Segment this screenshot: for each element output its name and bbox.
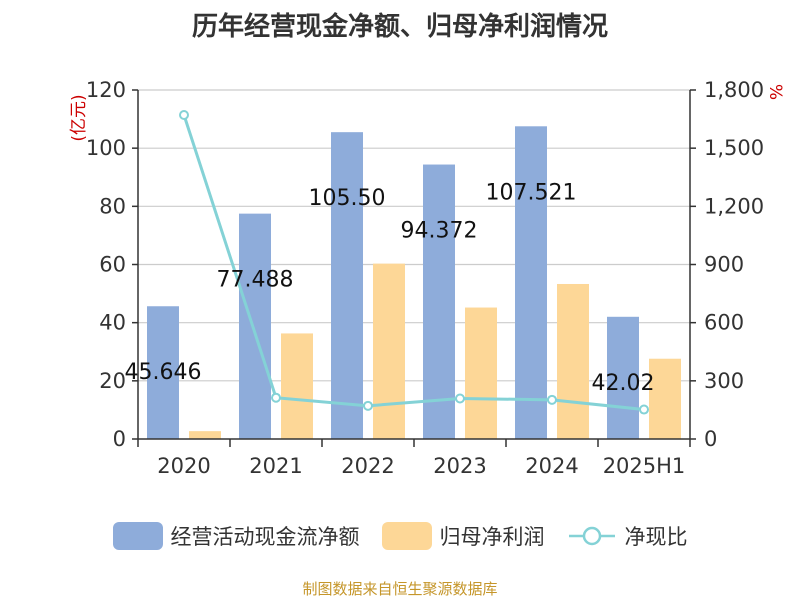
y-right-tick-label: 600 xyxy=(704,311,744,335)
y-right-tick-label: 900 xyxy=(704,253,744,277)
legend: 经营活动现金流净额 归母净利润 净现比 xyxy=(0,518,800,554)
x-tick-label: 2023 xyxy=(433,454,486,478)
bars xyxy=(147,126,681,439)
data-labels: 45.646 77.488 105.50 94.372 107.521 42.02 xyxy=(125,180,655,395)
ratio-point xyxy=(179,110,189,121)
y-left-tick-label: 20 xyxy=(99,369,126,393)
bar-operating-cash-flow xyxy=(239,213,271,439)
data-label-operating-cash-flow: 107.521 xyxy=(486,180,577,205)
bar-operating-cash-flow xyxy=(607,316,639,439)
legend-item-operating-cash-flow[interactable]: 经营活动现金流净额 xyxy=(112,521,360,551)
x-tick-label: 2022 xyxy=(341,454,394,478)
y-left-tick-label: 60 xyxy=(99,253,126,277)
y-left-unit-label: (亿元) xyxy=(69,94,89,141)
bar-net-profit xyxy=(189,431,221,439)
y-right-tick-label: 1,200 xyxy=(704,194,764,218)
y-right-tick-label: 1,500 xyxy=(704,136,764,160)
y-right-unit-label: % xyxy=(765,84,785,100)
ratio-line xyxy=(179,110,649,415)
y-left-tick-label: 80 xyxy=(99,194,126,218)
y-left-tick-label: 0 xyxy=(113,427,126,451)
data-label-operating-cash-flow: 77.488 xyxy=(217,268,294,293)
y-right-tick-label: 0 xyxy=(704,427,717,451)
bar-net-profit xyxy=(373,263,405,439)
chart-title: 历年经营现金净额、归母净利润情况 xyxy=(191,12,608,42)
x-tick-label: 2024 xyxy=(525,454,578,478)
legend-item-cash-ratio[interactable]: 净现比 xyxy=(567,521,688,551)
bar-net-profit xyxy=(649,358,681,439)
data-label-operating-cash-flow: 42.02 xyxy=(592,371,655,396)
legend-label-operating-cash-flow: 经营活动现金流净额 xyxy=(170,525,360,549)
ratio-point xyxy=(363,400,373,411)
source-note: 制图数据来自恒生聚源数据库 xyxy=(302,580,498,598)
bar-net-profit xyxy=(281,333,313,439)
x-tick-label: 2025H1 xyxy=(603,454,686,478)
ratio-point xyxy=(639,404,649,415)
legend-swatch-operating-cash-flow xyxy=(112,522,163,550)
bar-net-profit xyxy=(557,283,589,439)
x-tick-label: 2021 xyxy=(249,454,302,478)
bar-operating-cash-flow xyxy=(331,132,363,439)
bar-operating-cash-flow xyxy=(423,164,455,439)
y-left-tick-label: 40 xyxy=(99,311,126,335)
y-right-tick-label: 1,800 xyxy=(704,78,764,102)
legend-label-cash-ratio: 净现比 xyxy=(624,525,688,549)
y-right-tick-label: 300 xyxy=(704,369,744,393)
y-left-tick-label: 120 xyxy=(86,78,126,102)
y-left-tick-label: 100 xyxy=(86,136,126,160)
x-tick-label: 2020 xyxy=(157,454,210,478)
legend-swatch-cash-ratio xyxy=(568,526,615,546)
bar-net-profit xyxy=(465,307,497,439)
ratio-point xyxy=(271,392,281,403)
axes xyxy=(132,89,696,447)
data-label-operating-cash-flow: 105.50 xyxy=(309,186,386,211)
legend-item-net-profit[interactable]: 归母净利润 xyxy=(381,521,545,551)
legend-swatch-net-profit xyxy=(381,522,432,550)
chart-svg: 0 20 40 60 80 100 120 0 300 600 900 1,200 1,500 1,800… xyxy=(69,78,785,478)
data-label-operating-cash-flow: 94.372 xyxy=(401,219,478,244)
tick-labels: 0 20 40 60 80 100 120 0 300 600 900 1,200 1,500 1,800… xyxy=(69,78,785,478)
bar-operating-cash-flow xyxy=(147,306,179,439)
ratio-point xyxy=(455,393,465,404)
bar-operating-cash-flow xyxy=(515,126,547,439)
ratio-line-path xyxy=(182,114,645,412)
data-label-operating-cash-flow: 45.646 xyxy=(125,360,202,385)
legend-label-net-profit: 归母净利润 xyxy=(439,525,545,549)
ratio-point xyxy=(547,394,557,405)
grid-lines xyxy=(138,89,690,382)
